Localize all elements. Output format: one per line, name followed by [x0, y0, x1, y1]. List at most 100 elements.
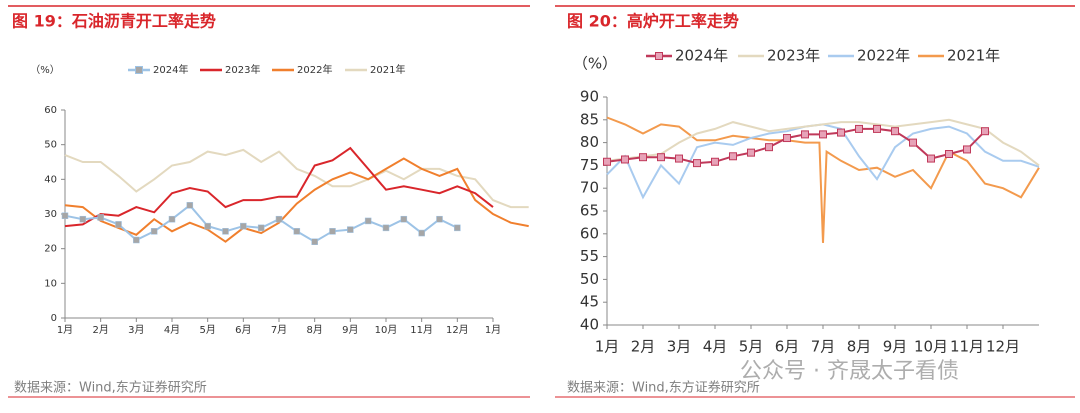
marker: [240, 222, 247, 230]
series-line: [64, 148, 529, 209]
series-line: [64, 157, 529, 243]
x-tick-label: 6月: [235, 324, 251, 336]
marker: [275, 215, 283, 223]
y-tick-label: 30: [44, 209, 57, 220]
x-tick-label: 2月: [92, 324, 108, 336]
legend-label: 2023年: [767, 47, 820, 65]
series-line: [64, 146, 494, 228]
marker: [257, 224, 265, 232]
y-tick-label: 20: [44, 244, 57, 255]
marker: [909, 138, 917, 147]
legend-marker: [655, 52, 663, 60]
marker: [837, 128, 845, 137]
x-tick-label: 1月: [485, 324, 501, 336]
marker: [329, 228, 336, 235]
marker: [639, 153, 647, 162]
source: 数据来源：Wind,东方证券研究所: [14, 380, 207, 396]
y-unit: （%）: [30, 64, 60, 76]
marker: [801, 130, 809, 139]
y-unit: （%）: [573, 55, 617, 73]
marker: [711, 157, 719, 166]
marker: [400, 215, 408, 223]
y-tick-label: 50: [580, 270, 599, 288]
x-tick-label: 10月: [375, 324, 398, 336]
x-tick-label: 9月: [342, 324, 358, 336]
marker: [61, 212, 69, 219]
x-tick-label: 1月: [57, 324, 73, 336]
marker: [693, 159, 701, 168]
marker: [364, 217, 372, 225]
marker: [765, 143, 773, 152]
x-tick-label: 7月: [271, 324, 287, 336]
x-tick-label: 6月: [775, 338, 800, 356]
marker: [347, 226, 354, 233]
marker: [454, 224, 461, 232]
marker: [855, 124, 863, 133]
y-tick-label: 80: [580, 133, 599, 151]
marker: [891, 127, 899, 136]
marker: [115, 221, 122, 228]
x-tick-label: 4月: [164, 324, 180, 336]
x-tick-label: 3月: [667, 338, 692, 356]
x-tick-label: 7月: [811, 338, 836, 356]
marker: [436, 215, 443, 223]
marker: [603, 157, 611, 166]
y-tick-label: 45: [580, 293, 599, 311]
marker: [873, 124, 881, 133]
marker: [747, 148, 755, 157]
marker: [168, 215, 176, 223]
marker: [293, 228, 301, 235]
legend-label: 2022年: [297, 63, 332, 76]
series-line: [606, 118, 1040, 167]
y-tick-label: 70: [580, 179, 599, 197]
x-tick-label: 5月: [199, 324, 215, 336]
x-tick-label: 12月: [986, 338, 1020, 356]
x-tick-label: 1月: [595, 338, 620, 356]
legend-label: 2023年: [225, 63, 260, 76]
marker: [97, 214, 104, 221]
marker: [79, 215, 87, 223]
y-tick-label: 65: [580, 202, 599, 220]
y-tick-label: 85: [580, 110, 599, 128]
x-tick-label: 2月: [631, 338, 656, 356]
marker: [621, 155, 629, 164]
marker: [222, 228, 229, 235]
legend-label: 2021年: [947, 47, 1000, 65]
legend-label: 2024年: [675, 47, 728, 65]
y-tick-label: 50: [44, 140, 57, 151]
y-tick-label: 40: [44, 174, 57, 185]
marker: [204, 222, 211, 230]
x-tick-label: 10月: [914, 338, 948, 356]
y-tick-label: 55: [580, 247, 599, 265]
watermark: 公众号 · 齐晟太子看债: [740, 359, 959, 384]
marker: [311, 238, 318, 245]
chart-title: 图 19：石油沥青开工率走势: [12, 12, 216, 31]
marker: [186, 202, 194, 209]
legend-label: 2021年: [370, 63, 405, 76]
y-tick-label: 10: [44, 278, 57, 289]
series-line: [606, 116, 1040, 243]
marker: [945, 150, 953, 158]
y-tick-label: 75: [580, 156, 599, 174]
x-tick-label: 3月: [128, 324, 144, 336]
marker: [675, 154, 683, 163]
x-tick-label: 4月: [703, 338, 728, 356]
legend-label: 2024年: [153, 63, 188, 76]
y-tick-label: 60: [580, 224, 599, 242]
chart-title: 图 20：高炉开工率走势: [567, 12, 739, 31]
x-tick-label: 8月: [306, 324, 322, 336]
marker: [819, 130, 827, 139]
marker: [418, 229, 425, 237]
x-tick-label: 5月: [739, 338, 764, 356]
source: 数据来源：Wind,东方证券研究所: [567, 380, 760, 396]
y-tick-label: 0: [51, 313, 57, 324]
marker: [963, 145, 971, 154]
y-tick-label: 40: [580, 316, 599, 334]
marker: [927, 154, 935, 163]
y-tick-label: 90: [580, 88, 599, 106]
x-tick-label: 11月: [410, 324, 433, 336]
series-line: [606, 127, 986, 165]
marker: [133, 236, 140, 244]
